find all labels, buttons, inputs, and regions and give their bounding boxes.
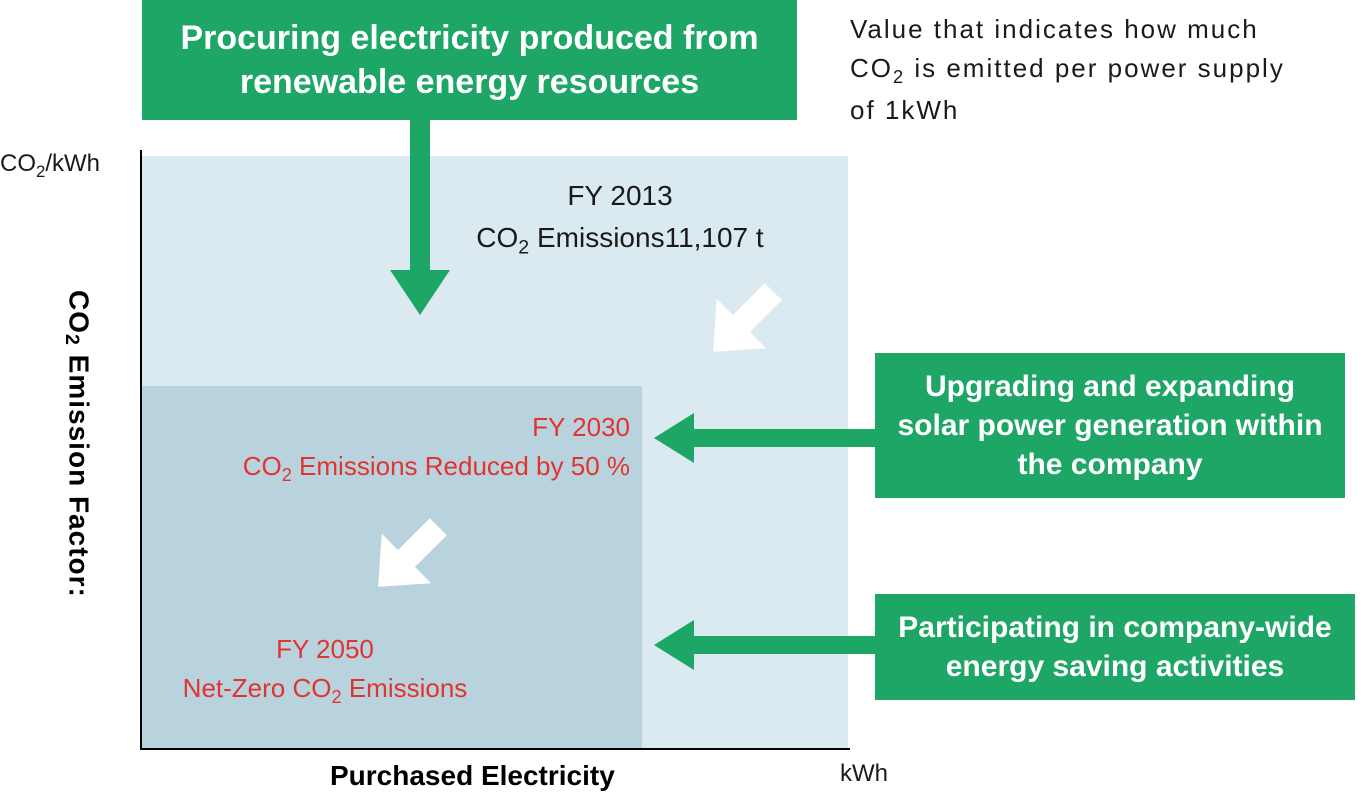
callout-energy-saving: Participating in company-wide energy sav… bbox=[875, 594, 1355, 700]
arrow-left-solar-icon bbox=[654, 413, 879, 463]
fy2013-year: FY 2013 bbox=[420, 175, 820, 217]
fy2030-value: CO2 Emissions Reduced by 50 % bbox=[180, 447, 630, 489]
milestone-fy2013: FY 2013 CO2 Emissions11,107 t bbox=[420, 175, 820, 263]
arrow-diagonal-white-2-icon bbox=[365, 510, 455, 600]
y-axis-title: CO2 Emission Factor: bbox=[60, 290, 95, 598]
arrow-left-energy-icon bbox=[654, 620, 879, 670]
callout-renewable: Procuring electricity produced from rene… bbox=[142, 0, 797, 120]
milestone-fy2050: FY 2050 Net-Zero CO2 Emissions bbox=[160, 630, 490, 711]
milestone-fy2030: FY 2030 CO2 Emissions Reduced by 50 % bbox=[180, 408, 630, 489]
callout-solar: Upgrading and expanding solar power gene… bbox=[875, 353, 1345, 498]
arrow-down-icon bbox=[390, 100, 450, 320]
fy2013-value: CO2 Emissions11,107 t bbox=[420, 217, 820, 263]
x-axis-title: Purchased Electricity bbox=[330, 760, 615, 792]
fy2050-year: FY 2050 bbox=[160, 630, 490, 669]
diagram-root: CO2/kWh CO2 Emission Factor: Purchased E… bbox=[0, 0, 1372, 808]
fy2050-value: Net-Zero CO2 Emissions bbox=[160, 669, 490, 711]
fy2030-year: FY 2030 bbox=[180, 408, 630, 447]
arrow-diagonal-white-1-icon bbox=[700, 275, 790, 365]
y-axis-unit: CO2/kWh bbox=[0, 150, 100, 182]
x-axis-line bbox=[140, 748, 850, 750]
y-axis-line bbox=[140, 150, 142, 750]
description-text: Value that indicates how much CO2 is emi… bbox=[850, 10, 1310, 130]
x-axis-unit: kWh bbox=[840, 760, 888, 788]
